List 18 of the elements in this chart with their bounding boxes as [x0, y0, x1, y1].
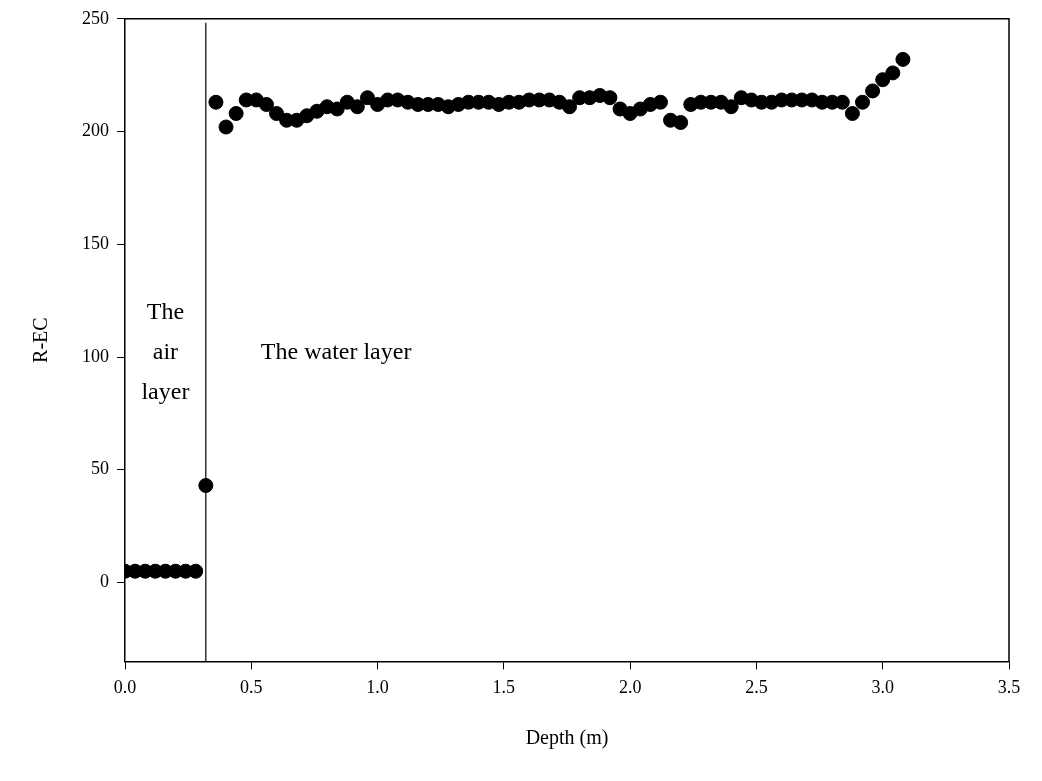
y-tick-label: 200: [82, 120, 109, 141]
x-tick-label: 0.5: [240, 676, 263, 697]
y-tick-label: 0: [100, 571, 109, 592]
x-tick-label: 2.0: [618, 676, 642, 697]
x-tick-label: 1.0: [366, 676, 389, 697]
annotation: The air layer: [141, 298, 190, 405]
x-tick-label: 0.0: [113, 676, 137, 697]
x-tick-label: 2.5: [745, 676, 768, 697]
y-tick-label: 100: [82, 345, 109, 366]
x-tick-label: 3.0: [871, 676, 894, 697]
y-tick-label: 50: [91, 458, 109, 479]
y-tick-label: 150: [82, 233, 109, 254]
x-axis-title: Depth (m): [525, 726, 609, 750]
x-tick-label: 3.5: [997, 676, 1021, 697]
y-tick-label: 250: [82, 7, 109, 28]
x-tick-label: 1.5: [492, 676, 516, 697]
annotation: The water layer: [260, 338, 412, 365]
y-axis-title: R-EC: [29, 317, 52, 363]
